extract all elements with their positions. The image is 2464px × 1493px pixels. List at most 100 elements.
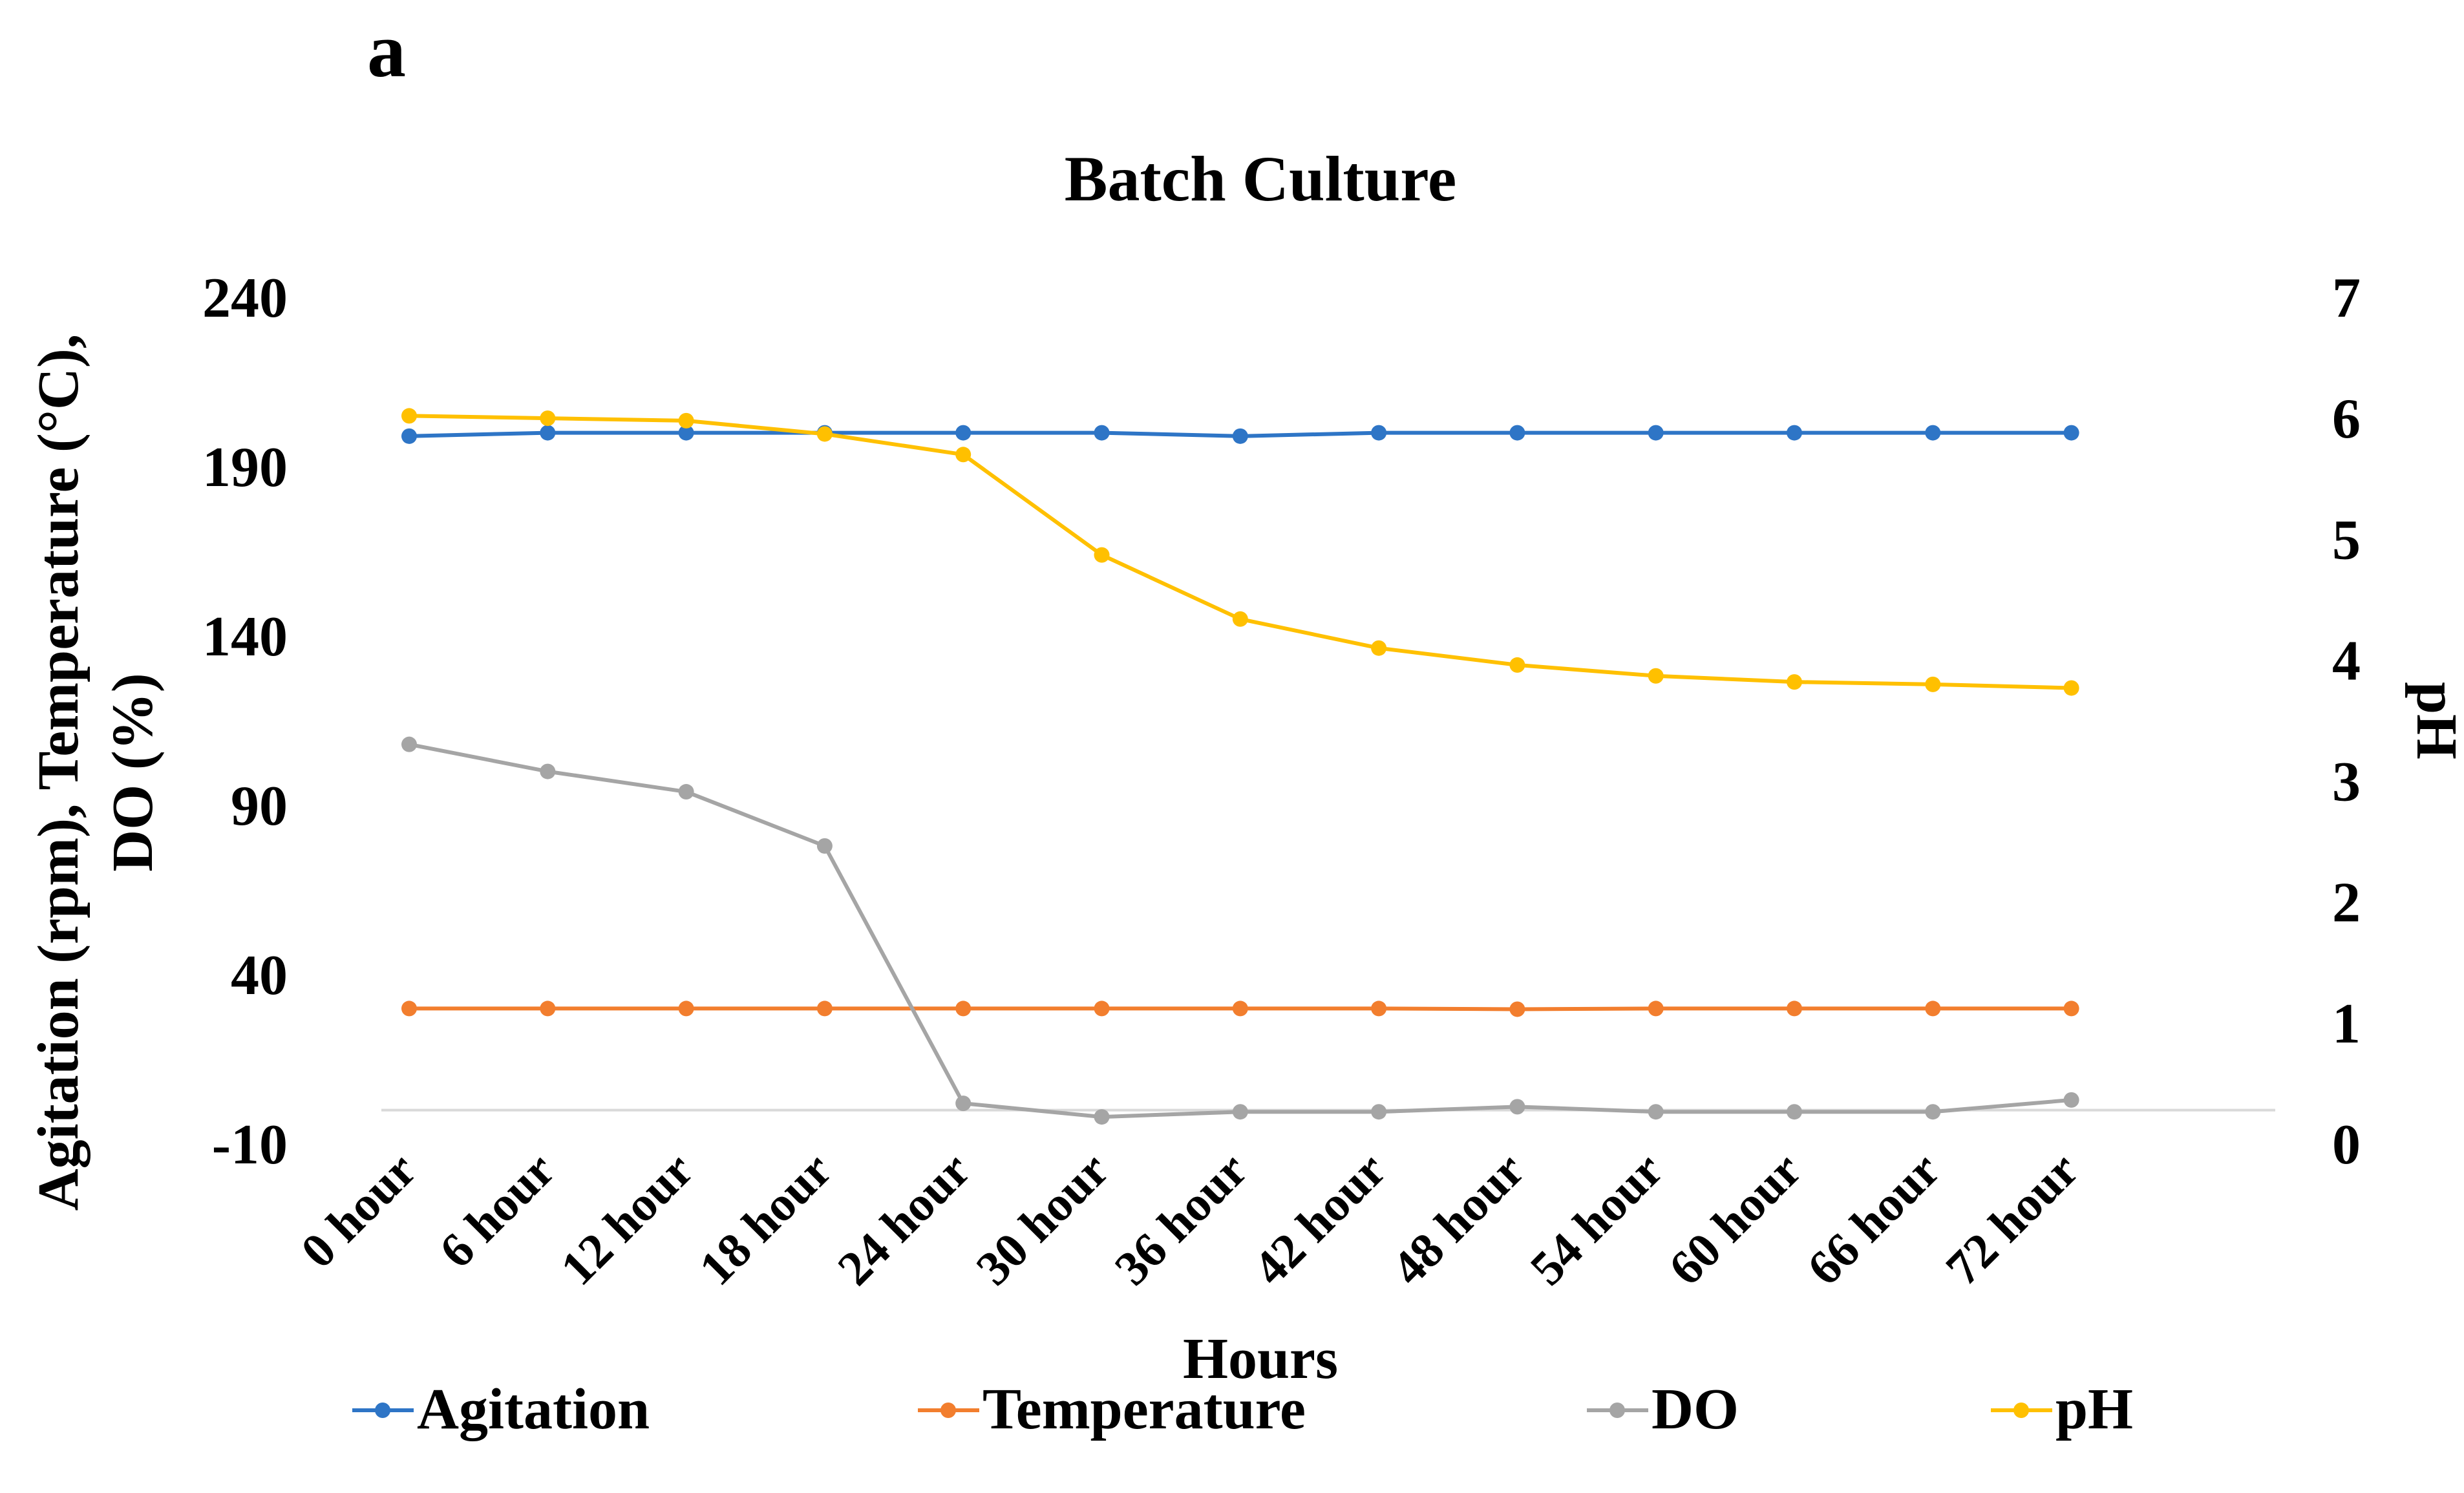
right-tick-label: 2 [2332,872,2361,935]
data-point-agitation [1094,425,1110,441]
legend: Agitation Temperature DO pH [352,1377,2133,1441]
data-point-agitation [1787,425,1802,441]
x-tick-label: 48 hour [1381,1143,1535,1296]
legend-item-do: DO [1587,1377,1739,1441]
x-tick-label: 0 hour [291,1143,427,1278]
x-tick-label: 36 hour [1105,1143,1258,1296]
data-point-ph [540,410,556,427]
data-point-ph [1371,640,1387,656]
right-tick-label: 0 [2332,1114,2361,1176]
x-tick-label: 24 hour [827,1143,981,1296]
data-point-temperature [401,1001,417,1017]
data-point-do [678,784,694,800]
data-point-agitation [2063,425,2079,441]
data-point-ph [1648,668,1664,684]
legend-item-temperature: Temperature [918,1377,1306,1441]
x-tick-label: 12 hour [551,1143,704,1296]
right-tick-label: 1 [2332,993,2361,1055]
legend-item-agitation: Agitation [352,1377,650,1441]
data-point-agitation [540,425,556,441]
data-point-agitation [1509,425,1525,441]
left-tick-label: 240 [202,267,288,330]
legend-label: pH [2055,1377,2133,1441]
data-point-agitation [1648,425,1664,441]
data-point-do [540,763,556,779]
left-tick-label: 140 [202,606,288,668]
data-point-temperature [1787,1001,1802,1017]
y-axis-title-line2: DO (%) [101,673,165,871]
x-axis-title: Hours [1183,1327,1338,1391]
left-tick-label: 90 [231,775,288,838]
legend-swatch-marker [2013,1403,2029,1418]
legend-item-ph: pH [1991,1377,2133,1441]
data-point-temperature [678,1001,694,1017]
data-point-temperature [540,1001,556,1017]
chart-title: Batch Culture [1065,143,1457,215]
data-point-ph [1509,657,1525,673]
series-temperature [401,1001,2079,1017]
data-point-do [1787,1104,1802,1120]
data-point-agitation [1925,425,1941,441]
y-axis-title-line1: Agitation (rpm), Temperature (°C), [27,334,90,1211]
data-point-do [1509,1099,1525,1115]
left-axis-ticks: 240 190 140 90 40 -10 [202,267,288,1176]
x-tick-label: 42 hour [1243,1143,1396,1296]
legend-label: DO [1652,1377,1739,1441]
data-point-do [1371,1104,1387,1120]
data-point-agitation [1371,425,1387,441]
series-line-do [409,742,2072,1119]
left-tick-label: -10 [212,1114,288,1176]
x-tick-label: 6 hour [429,1143,565,1278]
data-point-ph [1787,674,1802,690]
series-agitation [401,425,2079,444]
left-tick-label: 190 [202,436,288,499]
panel-label: a [367,7,406,93]
legend-swatch-marker [1609,1403,1625,1418]
data-point-do [1648,1104,1664,1120]
right-tick-label: 7 [2332,267,2361,330]
series-ph [401,408,2079,696]
data-point-ph [401,408,417,424]
legend-swatch-marker [940,1403,956,1418]
left-tick-label: 40 [231,944,288,1007]
data-point-do [816,838,833,854]
data-point-agitation [678,425,694,441]
series-line-ph [409,414,2072,690]
data-point-ph [2063,680,2079,696]
legend-label: Temperature [982,1377,1306,1441]
x-tick-label: 66 hour [1797,1143,1950,1296]
right-tick-label: 6 [2332,388,2361,450]
data-point-ph [816,426,833,442]
data-point-agitation [1232,428,1248,444]
data-point-ph [1094,547,1110,563]
x-tick-label: 18 hour [689,1143,842,1296]
data-point-do [2063,1092,2079,1108]
data-point-temperature [2063,1001,2079,1017]
data-point-do [1232,1104,1248,1120]
right-axis-ticks: 7 6 5 4 3 2 1 0 [2332,267,2361,1176]
data-point-ph [955,447,972,463]
data-point-temperature [955,1001,972,1017]
right-tick-label: 3 [2332,751,2361,814]
x-tick-label: 60 hour [1659,1143,1812,1296]
data-point-ph [1232,611,1248,627]
data-point-agitation [401,428,417,444]
data-point-agitation [955,425,972,441]
right-tick-label: 4 [2332,630,2361,692]
x-tick-label: 54 hour [1520,1143,1673,1296]
data-point-temperature [816,1001,833,1017]
data-point-do [955,1096,972,1112]
legend-label: Agitation [417,1377,650,1441]
data-point-temperature [1094,1001,1110,1017]
data-point-temperature [1925,1001,1941,1017]
data-point-temperature [1371,1001,1387,1017]
data-point-do [1925,1104,1941,1120]
x-tick-label: 30 hour [966,1143,1119,1296]
data-point-ph [678,412,694,429]
data-point-temperature [1648,1001,1664,1017]
x-tick-label: 72 hour [1936,1143,2089,1296]
data-point-do [401,736,417,752]
data-point-ph [1925,676,1941,692]
